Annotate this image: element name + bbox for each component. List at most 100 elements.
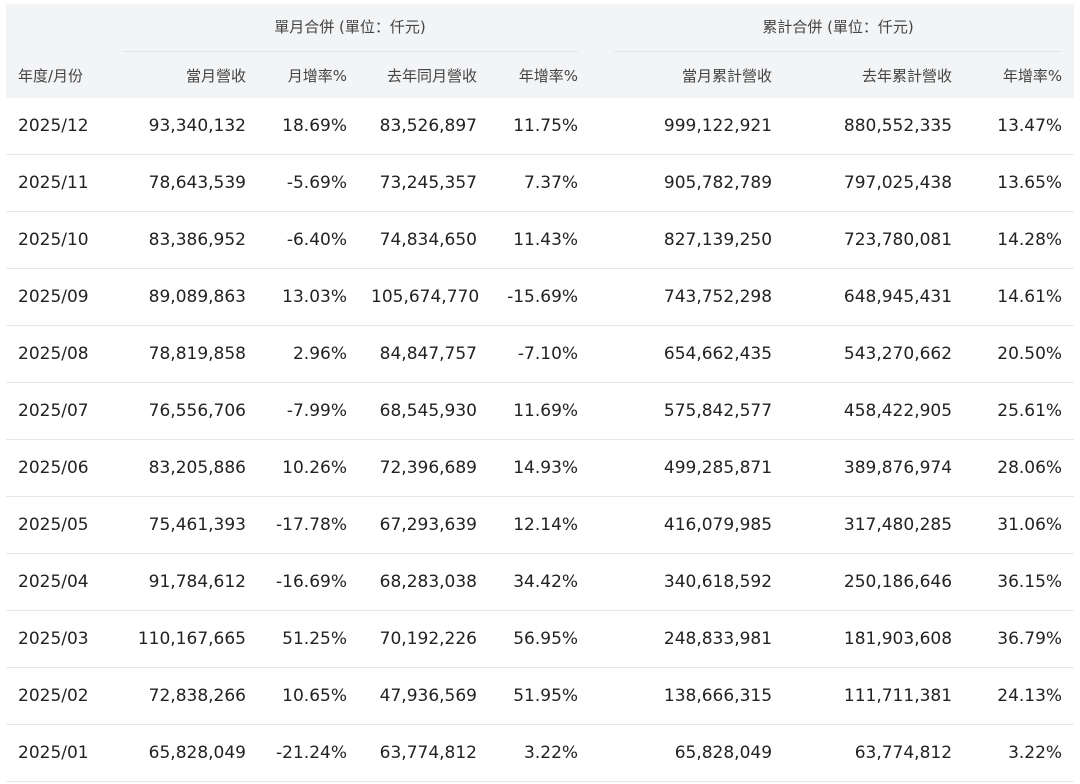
revenue-table-container: 單月合併 (單位：仟元) 累計合併 (單位：仟元) 年度/月份 當月營收 月增率…: [6, 4, 1075, 782]
cell-gap: [590, 325, 603, 383]
cell-last-year-monthly-revenue: 74,834,650: [359, 211, 489, 269]
cell-cumulative-revenue: 340,618,592: [602, 553, 785, 611]
cell-cumulative-yoy-change: 24.13%: [964, 667, 1075, 725]
cell-cumulative-revenue: 65,828,049: [602, 724, 785, 782]
cell-cumulative-yoy-change: 20.50%: [964, 325, 1075, 383]
cell-last-year-cumulative-revenue: 63,774,812: [784, 724, 965, 782]
table-header: 單月合併 (單位：仟元) 累計合併 (單位：仟元) 年度/月份 當月營收 月增率…: [6, 4, 1075, 98]
header-column-row: 年度/月份 當月營收 月增率% 去年同月營收 年增率% 當月累計營收 去年累計營…: [6, 52, 1075, 98]
cell-mom-change: 13.03%: [258, 268, 359, 326]
cell-gap: [590, 98, 603, 155]
cell-yoy-change: 51.95%: [489, 667, 591, 725]
column-header-cumulative-revenue: 當月累計營收: [602, 52, 785, 98]
table-row: 2025/05 75,461,393 -17.78% 67,293,639 12.14%…: [6, 496, 1075, 554]
cell-last-year-monthly-revenue: 47,936,569: [359, 667, 489, 725]
cell-last-year-monthly-revenue: 72,396,689: [359, 439, 489, 497]
cell-cumulative-revenue: 416,079,985: [602, 496, 785, 554]
cell-period: 2025/06: [6, 439, 110, 497]
cell-mom-change: -21.24%: [258, 724, 359, 782]
cell-period: 2025/05: [6, 496, 110, 554]
cell-cumulative-yoy-change: 36.79%: [964, 610, 1075, 668]
cell-period: 2025/09: [6, 268, 110, 326]
cell-yoy-change: 11.43%: [489, 211, 591, 269]
table-row: 2025/01 65,828,049 -21.24% 63,774,812 3.22% 6…: [6, 724, 1075, 782]
cell-last-year-cumulative-revenue: 797,025,438: [784, 154, 965, 212]
cell-last-year-cumulative-revenue: 458,422,905: [784, 382, 965, 440]
cell-cumulative-yoy-change: 25.61%: [964, 382, 1075, 440]
cell-period: 2025/02: [6, 667, 110, 725]
cell-yoy-change: 3.22%: [489, 724, 591, 782]
cell-monthly-revenue: 75,461,393: [110, 496, 258, 554]
cell-cumulative-revenue: 827,139,250: [602, 211, 785, 269]
cell-cumulative-yoy-change: 31.06%: [964, 496, 1075, 554]
table-row: 2025/12 93,340,132 18.69% 83,526,897 11.75% 9…: [6, 98, 1075, 155]
header-group-cumulative-label: 累計合併 (單位：仟元): [614, 4, 1063, 52]
cell-gap: [590, 382, 603, 440]
monthly-revenue-table: 單月合併 (單位：仟元) 累計合併 (單位：仟元) 年度/月份 當月營收 月增率…: [6, 4, 1075, 782]
cell-last-year-cumulative-revenue: 317,480,285: [784, 496, 965, 554]
cell-monthly-revenue: 76,556,706: [110, 382, 258, 440]
cell-mom-change: -6.40%: [258, 211, 359, 269]
cell-last-year-cumulative-revenue: 111,711,381: [784, 667, 965, 725]
column-header-cumulative-yoy-change: 年增率%: [964, 52, 1075, 98]
cell-yoy-change: 14.93%: [489, 439, 591, 497]
cell-last-year-cumulative-revenue: 250,186,646: [784, 553, 965, 611]
header-group-row: 單月合併 (單位：仟元) 累計合併 (單位：仟元): [6, 4, 1075, 52]
cell-mom-change: -5.69%: [258, 154, 359, 212]
cell-gap: [590, 496, 603, 554]
cell-yoy-change: -7.10%: [489, 325, 591, 383]
cell-last-year-monthly-revenue: 83,526,897: [359, 98, 489, 155]
table-row: 2025/10 83,386,952 -6.40% 74,834,650 11.43% 8…: [6, 211, 1075, 269]
cell-gap: [590, 610, 603, 668]
cell-monthly-revenue: 72,838,266: [110, 667, 258, 725]
cell-yoy-change: 56.95%: [489, 610, 591, 668]
cell-last-year-monthly-revenue: 68,283,038: [359, 553, 489, 611]
cell-gap: [590, 667, 603, 725]
column-header-gap: [590, 52, 603, 98]
cell-period: 2025/04: [6, 553, 110, 611]
cell-yoy-change: 11.69%: [489, 382, 591, 440]
cell-cumulative-revenue: 905,782,789: [602, 154, 785, 212]
header-group-blank: [6, 4, 110, 52]
table-row: 2025/03 110,167,665 51.25% 70,192,226 56.95%…: [6, 610, 1075, 668]
cell-yoy-change: 7.37%: [489, 154, 591, 212]
cell-monthly-revenue: 110,167,665: [110, 610, 258, 668]
cell-last-year-monthly-revenue: 63,774,812: [359, 724, 489, 782]
cell-mom-change: 51.25%: [258, 610, 359, 668]
cell-monthly-revenue: 83,205,886: [110, 439, 258, 497]
column-header-period: 年度/月份: [6, 52, 110, 98]
cell-monthly-revenue: 89,089,863: [110, 268, 258, 326]
table-row: 2025/09 89,089,863 13.03% 105,674,770 -15.69…: [6, 268, 1075, 326]
cell-last-year-monthly-revenue: 84,847,757: [359, 325, 489, 383]
cell-gap: [590, 154, 603, 212]
header-group-cumulative: 累計合併 (單位：仟元): [602, 4, 1075, 52]
table-row: 2025/04 91,784,612 -16.69% 68,283,038 34.42%…: [6, 553, 1075, 611]
table-row: 2025/06 83,205,886 10.26% 72,396,689 14.93% 4…: [6, 439, 1075, 497]
cell-monthly-revenue: 93,340,132: [110, 98, 258, 155]
cell-monthly-revenue: 83,386,952: [110, 211, 258, 269]
column-header-last-year-monthly-revenue: 去年同月營收: [359, 52, 489, 98]
cell-mom-change: -16.69%: [258, 553, 359, 611]
cell-cumulative-revenue: 499,285,871: [602, 439, 785, 497]
table-row: 2025/02 72,838,266 10.65% 47,936,569 51.95% 1…: [6, 667, 1075, 725]
table-body: 2025/12 93,340,132 18.69% 83,526,897 11.75% 9…: [6, 98, 1075, 782]
cell-last-year-monthly-revenue: 70,192,226: [359, 610, 489, 668]
cell-monthly-revenue: 78,643,539: [110, 154, 258, 212]
header-group-monthly: 單月合併 (單位：仟元): [110, 4, 591, 52]
cell-last-year-monthly-revenue: 105,674,770: [359, 268, 489, 326]
cell-gap: [590, 211, 603, 269]
cell-period: 2025/11: [6, 154, 110, 212]
cell-cumulative-yoy-change: 36.15%: [964, 553, 1075, 611]
cell-gap: [590, 268, 603, 326]
cell-cumulative-yoy-change: 13.65%: [964, 154, 1075, 212]
cell-period: 2025/03: [6, 610, 110, 668]
column-header-mom-change: 月增率%: [258, 52, 359, 98]
cell-mom-change: 10.65%: [258, 667, 359, 725]
column-header-monthly-revenue: 當月營收: [110, 52, 258, 98]
cell-period: 2025/07: [6, 382, 110, 440]
cell-mom-change: -7.99%: [258, 382, 359, 440]
table-row: 2025/11 78,643,539 -5.69% 73,245,357 7.37% 90…: [6, 154, 1075, 212]
cell-cumulative-revenue: 575,842,577: [602, 382, 785, 440]
cell-last-year-monthly-revenue: 68,545,930: [359, 382, 489, 440]
cell-mom-change: 10.26%: [258, 439, 359, 497]
